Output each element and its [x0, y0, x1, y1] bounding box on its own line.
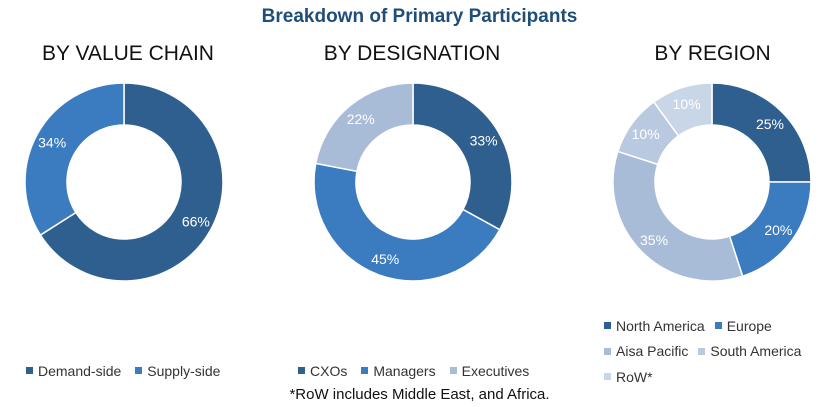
- legend-swatch: [361, 367, 369, 374]
- slice-label: 10%: [632, 126, 660, 142]
- chart-title-region: BY REGION: [654, 42, 771, 65]
- donut-slice-supply-side: [24, 82, 125, 237]
- legend-swatch: [698, 347, 706, 355]
- legend-swatch: [604, 373, 611, 380]
- legend-label: Europe: [726, 317, 772, 334]
- donut-slice-managers: [313, 162, 501, 282]
- legend-swatch: [26, 367, 33, 374]
- legend-item: RoW*: [604, 365, 653, 389]
- legend-designation: CXOs Managers Executives: [298, 361, 543, 379]
- legend-label: Supply-side: [147, 362, 221, 379]
- legend-item: CXOs: [298, 363, 347, 379]
- legend-label: CXOs: [310, 362, 348, 379]
- legend-swatch: [135, 367, 143, 374]
- legend-value-chain: Demand-side Supply-side: [26, 361, 234, 379]
- slice-label: 33%: [470, 132, 498, 148]
- legend-item: South America: [698, 339, 801, 363]
- legend-label: Executives: [461, 362, 530, 379]
- donut-slice-demand-side: [39, 82, 224, 282]
- legend-swatch: [604, 322, 611, 329]
- legend-label: RoW*: [616, 368, 653, 385]
- slice-label: 34%: [38, 134, 66, 150]
- legend-item: Executives: [449, 362, 530, 379]
- donut-slice-north-america: [711, 82, 812, 183]
- legend-label: North America: [616, 317, 705, 334]
- legend-item: Supply-side: [135, 363, 220, 379]
- legend-swatch: [298, 367, 305, 374]
- donut-slice-executives: [314, 82, 414, 173]
- legend-region: North America Europe Aisa Pacific South Ame…: [604, 312, 839, 389]
- footnote: *RoW includes Middle East, and Africa.: [289, 386, 550, 403]
- slice-label: 22%: [347, 111, 375, 127]
- slice-label: 66%: [182, 214, 210, 230]
- slice-label: 45%: [371, 251, 399, 267]
- legend-swatch: [714, 322, 722, 329]
- donut-slice-aisa-pacific: [612, 150, 744, 282]
- donut-slice-cxos: [412, 82, 513, 231]
- legend-swatch: [449, 367, 457, 374]
- legend-swatch: [604, 347, 611, 355]
- slice-label: 25%: [756, 116, 784, 132]
- slice-label: 35%: [640, 232, 668, 248]
- donut-chart-designation: 33% 45% 22%: [313, 82, 513, 282]
- slice-label: 20%: [764, 222, 792, 238]
- legend-item: Managers: [361, 362, 436, 379]
- legend-label: South America: [710, 343, 802, 359]
- legend-item: Aisa Pacific: [604, 339, 688, 363]
- chart-title-designation: BY DESIGNATION: [323, 42, 501, 65]
- chart-title-value-chain: BY VALUE CHAIN: [42, 42, 214, 65]
- legend-item: North America: [604, 314, 705, 338]
- legend-label: Demand-side: [38, 362, 122, 379]
- slice-label: 10%: [673, 96, 701, 112]
- legend-item: Demand-side: [26, 363, 121, 379]
- legend-label: Managers: [373, 362, 436, 379]
- donut-chart-region: 25% 20% 35% 10% 10%: [612, 82, 812, 282]
- donut-slice-row-: [652, 82, 713, 137]
- donut-chart-value-chain: 66% 34%: [24, 82, 224, 282]
- legend-item: Europe: [714, 314, 772, 338]
- legend-label: Aisa Pacific: [616, 343, 689, 359]
- page-title: Breakdown of Primary Participants: [261, 6, 578, 27]
